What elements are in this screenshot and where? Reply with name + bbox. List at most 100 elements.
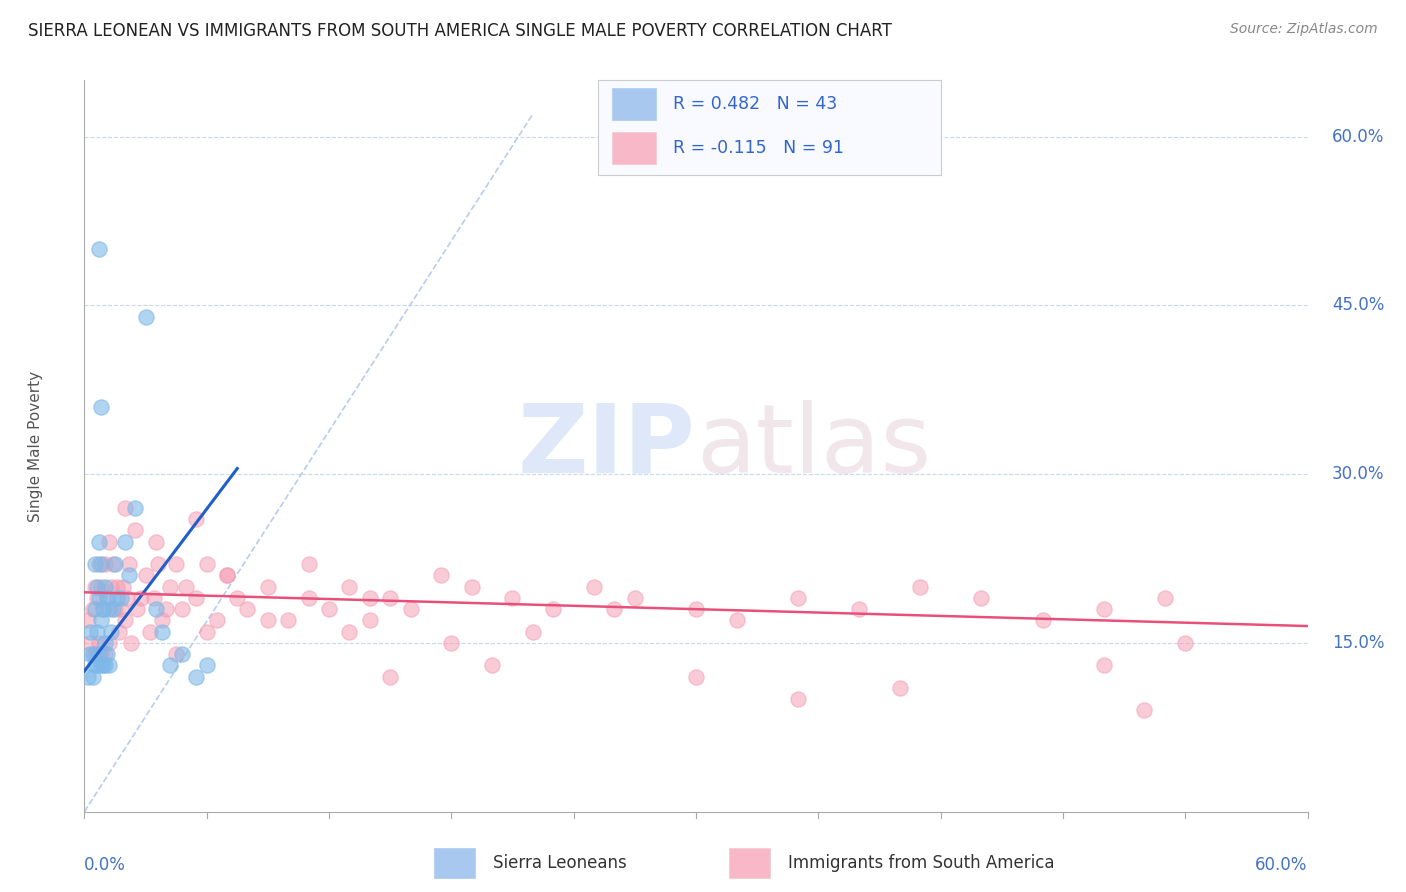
Point (481, 658, 503, 673)
Point (195, 658, 218, 673)
Point (96, 591, 118, 605)
Point (83, 658, 105, 673)
Point (217, 568, 239, 582)
Point (787, 692, 810, 706)
Point (172, 602, 194, 616)
Point (83, 602, 105, 616)
Point (685, 670, 707, 684)
Point (430, 568, 453, 582)
FancyBboxPatch shape (612, 132, 657, 164)
Text: Sierra Leoneans: Sierra Leoneans (492, 854, 627, 872)
Point (77, 614, 100, 628)
Point (90, 580, 112, 594)
FancyBboxPatch shape (612, 88, 657, 120)
Point (86, 624, 108, 639)
Point (91, 602, 114, 616)
Point (124, 500, 146, 515)
Point (87, 647, 110, 661)
Point (908, 580, 931, 594)
Point (87, 534, 110, 549)
Text: R = -0.115   N = 91: R = -0.115 N = 91 (673, 139, 845, 157)
Point (298, 591, 321, 605)
Point (105, 580, 128, 594)
Point (150, 624, 173, 639)
Point (93, 557, 115, 571)
FancyBboxPatch shape (433, 848, 475, 878)
Point (114, 534, 136, 549)
Point (87, 591, 110, 605)
Point (86, 591, 108, 605)
Point (100, 580, 122, 594)
Text: ZIP: ZIP (517, 400, 696, 492)
Point (79, 636, 101, 650)
Point (1092, 658, 1115, 673)
Point (77, 670, 100, 684)
Text: Immigrants from South America: Immigrants from South America (787, 854, 1054, 872)
Point (104, 557, 127, 571)
Point (195, 624, 218, 639)
Point (83, 647, 105, 661)
Text: 15.0%: 15.0% (1331, 634, 1385, 652)
FancyBboxPatch shape (728, 848, 770, 878)
Point (165, 647, 187, 661)
Point (135, 310, 157, 324)
Point (339, 624, 360, 639)
Point (115, 591, 138, 605)
Text: 30.0%: 30.0% (1331, 465, 1385, 483)
Point (582, 580, 605, 594)
Point (461, 580, 484, 594)
Point (380, 670, 402, 684)
Point (603, 602, 626, 616)
Point (83, 580, 105, 594)
Point (440, 636, 463, 650)
Text: SIERRA LEONEAN VS IMMIGRANTS FROM SOUTH AMERICA SINGLE MALE POVERTY CORRELATION : SIERRA LEONEAN VS IMMIGRANTS FROM SOUTH … (28, 22, 891, 40)
Point (100, 624, 122, 639)
Point (205, 614, 228, 628)
Point (970, 591, 993, 605)
Point (112, 580, 135, 594)
Point (93, 658, 115, 673)
Point (97, 636, 120, 650)
Point (543, 602, 565, 616)
Point (146, 557, 169, 571)
Point (96, 647, 118, 661)
Point (522, 624, 544, 639)
Point (97, 534, 120, 549)
Point (186, 591, 208, 605)
Point (93, 636, 115, 650)
Point (145, 534, 167, 549)
Point (127, 602, 149, 616)
Point (90, 658, 112, 673)
Point (82, 647, 104, 661)
Point (359, 591, 381, 605)
Point (97, 602, 120, 616)
Point (145, 602, 167, 616)
Point (90, 557, 112, 571)
Text: 60.0%: 60.0% (1256, 855, 1308, 873)
Point (725, 614, 748, 628)
Point (787, 591, 810, 605)
Point (624, 591, 647, 605)
Text: Source: ZipAtlas.com: Source: ZipAtlas.com (1230, 22, 1378, 37)
Point (135, 568, 157, 582)
Point (257, 614, 280, 628)
Point (90, 400, 112, 414)
Point (124, 524, 146, 538)
Text: R = 0.482   N = 43: R = 0.482 N = 43 (673, 95, 838, 113)
Point (257, 580, 280, 594)
Point (79, 647, 101, 661)
Point (86, 658, 108, 673)
Point (83, 557, 105, 571)
Point (186, 512, 208, 526)
Point (138, 624, 160, 639)
Point (217, 568, 239, 582)
Point (101, 602, 124, 616)
Text: atlas: atlas (696, 400, 931, 492)
Point (318, 602, 340, 616)
Point (79, 624, 101, 639)
Point (108, 624, 131, 639)
Point (90, 647, 112, 661)
Point (110, 591, 132, 605)
Point (889, 681, 911, 695)
Point (82, 670, 104, 684)
